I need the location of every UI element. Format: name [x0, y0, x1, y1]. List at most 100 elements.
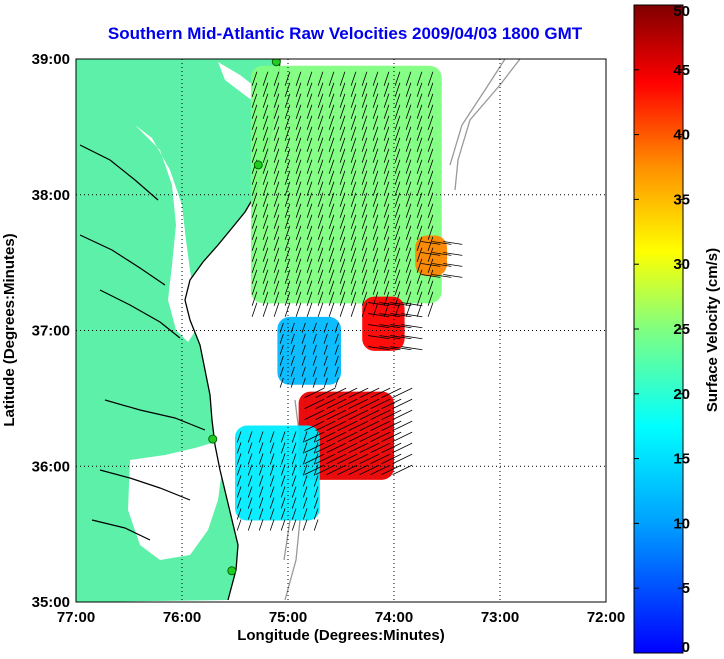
- current-vector: [339, 302, 346, 317]
- current-vector: [317, 181, 324, 196]
- current-vector: [295, 269, 302, 284]
- current-vector: [269, 519, 275, 531]
- current-vector: [359, 464, 380, 475]
- current-vector: [328, 170, 335, 185]
- current-vector: [306, 280, 313, 295]
- current-vector: [370, 387, 391, 398]
- current-vector: [273, 104, 280, 119]
- current-vector: [291, 497, 297, 509]
- current-vector: [334, 366, 339, 377]
- current-vector: [350, 291, 357, 306]
- current-vector: [350, 104, 357, 119]
- x-tick-label: 73:00: [481, 609, 519, 626]
- current-vector: [279, 366, 284, 377]
- current-vector: [306, 71, 313, 86]
- plot-frame: [75, 58, 607, 603]
- x-tick-label: 77:00: [57, 609, 95, 626]
- current-vector: [372, 71, 379, 86]
- current-vector: [236, 475, 242, 487]
- current-vector: [284, 115, 291, 130]
- current-vector: [379, 346, 401, 351]
- current-vector: [416, 302, 423, 317]
- current-vector: [258, 486, 264, 498]
- current-vector: [361, 82, 368, 97]
- colorbar-tick-label: 30: [673, 256, 690, 273]
- current-vector: [350, 93, 357, 108]
- chart-title: Southern Mid-Atlantic Raw Velocities 200…: [108, 24, 583, 43]
- current-vector: [302, 442, 308, 454]
- current-vector: [348, 398, 369, 409]
- current-vector: [251, 269, 258, 284]
- current-vector: [427, 214, 434, 229]
- current-vector: [295, 71, 302, 86]
- current-vector: [427, 71, 434, 86]
- current-vector: [350, 225, 357, 240]
- current-vector: [372, 247, 379, 262]
- current-vector: [443, 263, 463, 267]
- radar-stations: [208, 59, 281, 576]
- current-vector: [328, 181, 335, 196]
- current-vector: [313, 519, 319, 531]
- current-vector: [392, 431, 413, 442]
- current-vector: [394, 170, 401, 185]
- colorbar-tick-label: 25: [673, 321, 690, 338]
- current-vector: [306, 104, 313, 119]
- current-vector: [394, 148, 401, 163]
- current-vector: [273, 126, 280, 141]
- current-vector: [350, 159, 357, 174]
- current-vector: [416, 291, 423, 306]
- current-vector: [372, 192, 379, 207]
- current-vector: [313, 497, 319, 509]
- current-vector: [269, 508, 275, 520]
- current-vector: [361, 192, 368, 207]
- current-vector: [334, 355, 339, 366]
- current-vector: [339, 82, 346, 97]
- current-vector: [301, 377, 306, 388]
- current-vector: [372, 104, 379, 119]
- current-vector: [381, 464, 402, 475]
- current-vector: [262, 181, 269, 196]
- current-vector: [280, 486, 286, 498]
- current-vector: [326, 431, 347, 442]
- current-vector: [339, 137, 346, 152]
- current-vector: [328, 192, 335, 207]
- current-vector: [427, 148, 434, 163]
- current-vector: [258, 442, 264, 454]
- current-vector: [302, 519, 308, 531]
- current-vector: [313, 475, 319, 487]
- current-vector: [383, 214, 390, 229]
- current-vector: [269, 464, 275, 476]
- y-axis: 35:00 36:00 37:00 38:00 39:00: [32, 51, 70, 611]
- y-tick-label: 37:00: [32, 323, 70, 340]
- current-vector: [421, 252, 441, 256]
- current-vector: [416, 225, 423, 240]
- current-vector: [284, 71, 291, 86]
- current-vector: [379, 313, 401, 318]
- current-vector: [372, 225, 379, 240]
- current-vector: [273, 159, 280, 174]
- current-vector: [350, 203, 357, 218]
- current-vector: [306, 269, 313, 284]
- current-vector: [317, 291, 324, 306]
- current-vector: [401, 313, 423, 318]
- current-vector: [273, 225, 280, 240]
- current-vector: [326, 442, 347, 453]
- x-axis: 77:00 76:00 75:00 74:00 73:00 72:00: [57, 609, 625, 626]
- current-vector: [443, 274, 463, 278]
- current-vector: [370, 442, 391, 453]
- current-vector: [269, 497, 275, 509]
- current-vector: [348, 387, 369, 398]
- current-vector: [326, 464, 347, 475]
- current-vector: [273, 214, 280, 229]
- current-vector: [312, 366, 317, 377]
- current-vector: [251, 225, 258, 240]
- current-vector: [236, 442, 242, 454]
- current-vector: [328, 71, 335, 86]
- y-tick-label: 35:00: [32, 594, 70, 611]
- current-vector: [295, 203, 302, 218]
- current-vector: [405, 170, 412, 185]
- current-vector: [372, 181, 379, 196]
- current-vector: [334, 333, 339, 344]
- current-vector: [291, 431, 297, 443]
